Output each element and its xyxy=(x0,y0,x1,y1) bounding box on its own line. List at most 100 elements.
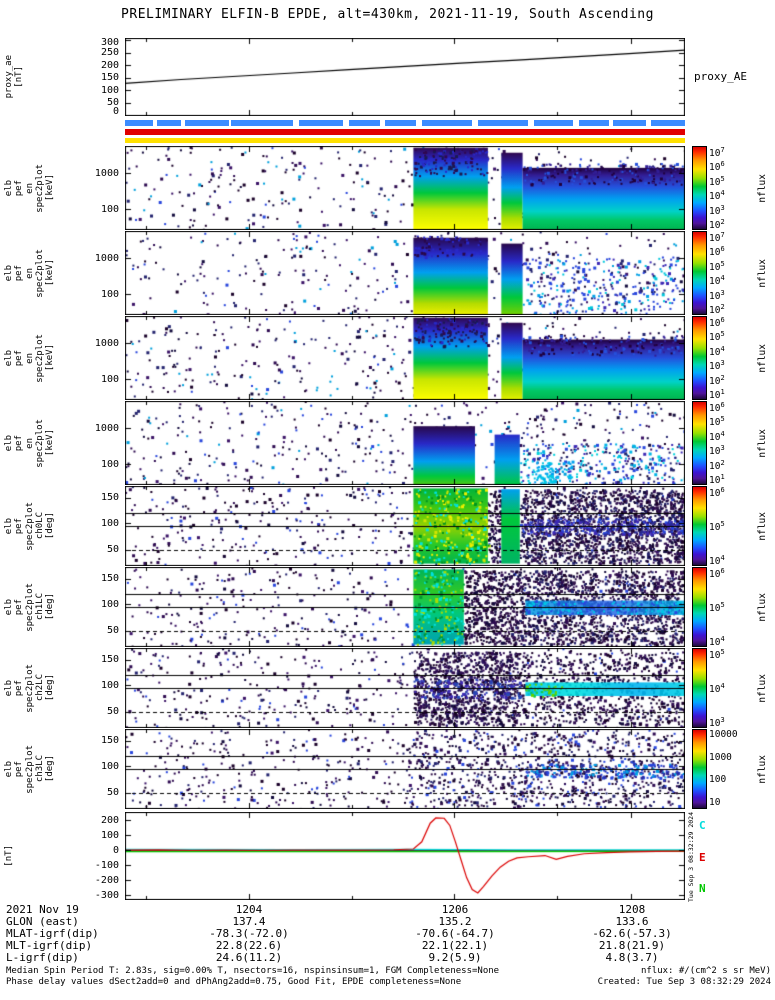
availability-blue-segment xyxy=(231,120,293,126)
y-axis-label-word: spec2plot xyxy=(24,663,35,713)
colorbar xyxy=(692,486,707,566)
y-axis-label-word: elb xyxy=(4,264,14,282)
y-axis-tick-label: 150 xyxy=(100,492,119,503)
y-axis-label-word: [keV] xyxy=(45,429,56,457)
colorbar-title: nflux xyxy=(757,511,768,541)
colorbar-tick-label: 106 xyxy=(709,486,725,500)
y-axis-tick-label: 100 xyxy=(100,373,119,385)
colorbar-tick-label: 106 xyxy=(709,160,725,174)
colorbar-title-wrap: nflux xyxy=(757,729,768,809)
colorbar-title: nflux xyxy=(757,343,768,373)
colorbar-labels: 106 105 104 xyxy=(709,486,755,568)
y-axis-tick-label: 150 xyxy=(100,72,119,84)
side-timestamp: Tue Sep 3 08:32:29 2024 xyxy=(687,811,695,902)
spectrogram-canvas-3 xyxy=(125,316,685,400)
y-axis-ticks: 150 100 50 xyxy=(84,648,122,728)
y-axis-tick-label: 100 xyxy=(100,458,119,470)
y-axis-label-group: elb pef en spec2plot [keV] xyxy=(4,231,56,315)
y-axis-label-word: [keV] xyxy=(45,174,56,202)
y-axis-tick-label: 150 xyxy=(100,573,119,584)
y-axis-label-word: [keV] xyxy=(45,344,56,372)
y-axis-label-word: pef xyxy=(14,264,25,282)
line-plot-canvas-9 xyxy=(125,812,685,900)
colorbar-labels: 105 104 103 xyxy=(709,648,755,729)
y-axis-label-word: ch1LC xyxy=(35,593,46,621)
y-axis-tick-label: 0 xyxy=(112,844,119,856)
xaxis-value: 9.2(5.9) xyxy=(428,951,482,964)
xaxis-value: -78.3(-72.0) xyxy=(209,927,289,940)
xaxis-row-label: MLT-igrf(dip) xyxy=(6,939,93,952)
colorbar-title-wrap: nflux xyxy=(757,648,768,728)
y-axis-ticks: 1000 100 xyxy=(84,146,122,230)
xaxis-value: 4.8(3.7) xyxy=(605,951,659,964)
y-axis-label-word: elb xyxy=(4,598,14,616)
y-axis-label-word: pef xyxy=(14,760,25,778)
footer-line-2: Phase delay values dSect2add=0 and dPhAn… xyxy=(6,977,771,987)
colorbar xyxy=(692,146,707,230)
colorbar-tick-label: 104 xyxy=(709,274,725,288)
availability-yellow-segment xyxy=(125,138,685,143)
y-axis-tick-label: 50 xyxy=(106,97,119,109)
xaxis-value: -62.6(-57.3) xyxy=(592,927,672,940)
spectrogram-canvas-1 xyxy=(125,146,685,230)
panel-energy-spec-3: elb pef en spec2plot [keV] 1000 100 106 105 104 10… xyxy=(0,316,775,402)
xaxis-value: -70.6(-64.7) xyxy=(415,927,495,940)
y-axis-label-group: elb pef spec2plot ch0LC [deg] xyxy=(4,486,56,566)
colorbar-labels: 107 106 105 104 103 102 xyxy=(709,146,755,231)
y-axis-label-word: ch2LC xyxy=(35,674,46,702)
line-plot-canvas-0 xyxy=(125,38,685,116)
colorbar-tick-label: 102 xyxy=(709,458,725,472)
colorbar-tick-label: 104 xyxy=(709,189,725,203)
y-axis-label-word: spec2plot xyxy=(24,744,35,794)
y-axis-label-word: spec2plot xyxy=(24,501,35,551)
page-title: PRELIMINARY ELFIN-B EPDE, alt=430km, 202… xyxy=(121,7,654,22)
colorbar-tick-label: 101 xyxy=(709,388,725,402)
y-axis-tick-label: 100 xyxy=(100,598,119,610)
footer-nflux-units: nflux: #/(cm^2 s sr MeV) xyxy=(640,966,771,976)
y-axis-label-word: ch3LC xyxy=(35,755,46,783)
footer-spin-period: Median Spin Period T: 2.83s, sig=0.00% T… xyxy=(6,966,500,976)
y-axis-label-word: elb xyxy=(4,760,14,778)
y-axis-label-word: pef xyxy=(14,179,25,197)
availability-blue-segment xyxy=(477,120,529,126)
xaxis-tick: 1208 xyxy=(618,903,646,916)
availability-blue-segment xyxy=(349,120,380,126)
colorbar-title: nflux xyxy=(757,754,768,784)
y-axis-tick-label: 1000 xyxy=(94,167,119,179)
y-axis-tick-label: 1000 xyxy=(94,337,119,349)
colorbar-tick-label: 105 xyxy=(709,415,725,429)
colorbar xyxy=(692,316,707,400)
colorbar-title: nflux xyxy=(757,428,768,458)
colorbar xyxy=(692,567,707,647)
colorbar-title: nflux xyxy=(757,258,768,288)
availability-blue-segment xyxy=(613,120,646,126)
panel-energy-spec-2: elb pef en spec2plot [keV] 1000 100 107 106 105 10… xyxy=(0,231,775,316)
y-axis-label-word: spec2plot xyxy=(35,163,46,213)
colorbar-tick-label: 103 xyxy=(709,203,725,217)
xaxis-tick: 1206 xyxy=(441,903,469,916)
y-axis-ticks: 150 100 50 xyxy=(84,729,122,809)
y-axis-label-word: [nT] xyxy=(4,845,14,867)
availability-blue-segment xyxy=(125,120,153,126)
availability-blue-segment xyxy=(156,120,181,126)
y-axis-label-word: elb xyxy=(4,179,14,197)
colorbar-tick-label: 101 xyxy=(709,473,725,487)
colorbar-labels: 106 105 104 103 102 101 xyxy=(709,316,755,402)
colorbar-tick-label: 105 xyxy=(709,648,725,662)
colorbar-title-wrap: nflux xyxy=(757,231,768,315)
colorbar-title-wrap: nflux xyxy=(757,146,768,230)
y-axis-label-word: ch0LC xyxy=(35,512,46,540)
availability-blue-segment xyxy=(533,120,573,126)
colorbar-tick-label: 104 xyxy=(709,554,725,568)
xaxis-tick: 1204 xyxy=(235,903,263,916)
y-axis-tick-label: 100 xyxy=(100,760,119,772)
y-axis-tick-label: -300 xyxy=(94,889,119,901)
y-axis-ticks: 1000 100 xyxy=(84,316,122,400)
colorbar-tick-label: 104 xyxy=(709,635,725,649)
spectrogram-canvas-8 xyxy=(125,729,685,809)
y-axis-label-word: pef xyxy=(14,434,25,452)
availability-blue-segment xyxy=(651,120,685,126)
y-axis-label-word: spec2plot xyxy=(24,582,35,632)
y-axis-label-word: elb xyxy=(4,434,14,452)
colorbar-labels: 106 105 104 103 102 101 xyxy=(709,401,755,487)
